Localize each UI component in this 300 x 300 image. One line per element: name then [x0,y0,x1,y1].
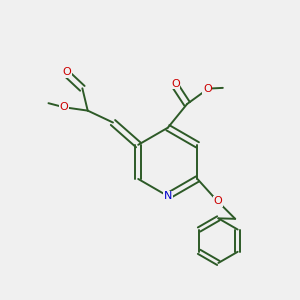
Text: N: N [164,191,172,201]
Text: O: O [203,84,212,94]
Text: O: O [171,79,180,89]
Text: O: O [214,196,223,206]
Text: O: O [60,102,68,112]
Text: O: O [62,67,71,77]
